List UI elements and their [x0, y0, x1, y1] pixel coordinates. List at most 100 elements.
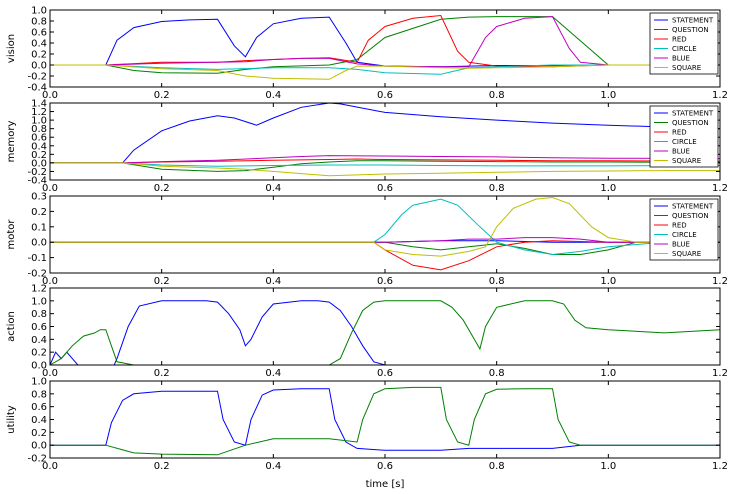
y-tick-label: 1.0: [31, 377, 47, 388]
y-axis-label: vision: [6, 34, 17, 63]
legend-entry-square: SQUARE: [672, 157, 701, 165]
y-tick-label: 1.2: [31, 107, 47, 118]
x-tick-label: 0.4: [265, 90, 281, 101]
legend-entry-red: RED: [672, 36, 687, 44]
y-axis-label: motor: [6, 219, 17, 250]
x-tick-label: 0.6: [377, 276, 393, 287]
y-tick-label: 0.6: [31, 28, 47, 39]
x-tick-label: 0.8: [489, 183, 505, 194]
y-tick-label: 0.2: [31, 50, 47, 61]
x-tick-label: 0.2: [154, 368, 170, 379]
x-tick-label: 0.8: [489, 461, 505, 472]
series-line-square: [50, 64, 720, 80]
y-tick-label: -0.2: [27, 269, 47, 280]
x-tick-label: 0.4: [265, 276, 281, 287]
series-line-statement: [50, 16, 720, 68]
series-line-trace-1: [49, 300, 721, 366]
y-tick-label: 0.4: [31, 141, 47, 152]
x-tick-label: 0.6: [377, 183, 393, 194]
y-axis-label: memory: [6, 121, 17, 163]
x-tick-label: 0.2: [154, 90, 170, 101]
y-tick-label: 1.4: [31, 99, 47, 110]
subplot-action: 0.0 0.2 0.4 0.6 0.8 1.0 1.21.21.00.80.60.40.20…: [6, 284, 728, 380]
legend-entry-question: QUESTION: [672, 119, 709, 127]
legend-entry-statement: STATEMENT: [672, 110, 714, 118]
series-line-blue: [50, 16, 720, 68]
x-axis-label: time [s]: [366, 479, 405, 490]
series-line-blue: [50, 155, 721, 164]
x-tick-label: 1.0: [600, 183, 616, 194]
y-axis-label: utility: [6, 405, 17, 434]
legend-entry-red: RED: [672, 222, 687, 230]
x-tick-label: 0.0: [42, 183, 58, 194]
y-tick-label: 0.2: [31, 207, 47, 218]
y-tick-label: 0.6: [31, 322, 47, 333]
y-tick-label: 0.0: [31, 441, 47, 452]
y-tick-label: 1.0: [31, 6, 47, 17]
y-tick-label: 0.2: [31, 150, 47, 161]
y-tick-label: 0.4: [31, 39, 47, 50]
legend-box: [649, 105, 719, 168]
y-tick-label: 0.8: [31, 17, 47, 28]
legend-entry-blue: BLUE: [672, 148, 690, 156]
y-tick-label: -0.2: [27, 454, 47, 465]
x-tick-label: 0.2: [154, 461, 170, 472]
y-tick-label: 0.4: [31, 415, 47, 426]
y-tick-label: 0.6: [31, 402, 47, 413]
x-tick-label: 0.0: [42, 90, 58, 101]
series-line-circle: [50, 162, 721, 167]
subplot-memory: 0.0 0.2 0.4 0.6 0.8 1.0 1.21.41.21.00.80.60.40…: [6, 99, 728, 195]
axes-frame: [49, 102, 721, 181]
legend-entry-square: SQUARE: [672, 250, 701, 258]
legend-entry-blue: BLUE: [672, 55, 690, 63]
series-line-trace-0: [49, 300, 720, 366]
x-tick-label: 1.2: [712, 276, 728, 287]
x-tick-label: 1.2: [712, 461, 728, 472]
series-line-square: [50, 162, 720, 177]
legend-entry-red: RED: [672, 129, 687, 137]
x-tick-label: 1.0: [600, 276, 616, 287]
x-tick-label: 0.4: [265, 368, 281, 379]
legend-entry-circle: CIRCLE: [672, 231, 697, 239]
legend-entry-statement: STATEMENT: [672, 17, 714, 25]
y-tick-label: 0.6: [31, 133, 47, 144]
series-line-square: [50, 196, 720, 257]
y-tick-label: 1.0: [31, 116, 47, 127]
legend-entry-question: QUESTION: [672, 26, 709, 34]
x-tick-label: 0.0: [42, 276, 58, 287]
y-tick-label: -0.2: [27, 167, 47, 178]
series-line-blue: [50, 237, 720, 243]
x-tick-label: 0.2: [154, 276, 170, 287]
legend-entry-square: SQUARE: [672, 64, 701, 72]
series-line-trace-0: [50, 388, 720, 451]
series-line-red: [50, 240, 720, 271]
y-tick-label: 0.0: [31, 361, 47, 372]
legend-entry-blue: BLUE: [672, 241, 690, 249]
y-tick-label: 1.2: [31, 284, 47, 295]
series-line-trace-1: [50, 386, 720, 456]
subplot-utility: 0.0 0.2 0.4 0.6 0.8 1.0 1.21.00.80.60.40.20.0-…: [6, 377, 728, 473]
axes-frame: [49, 287, 721, 366]
y-tick-label: 0.8: [31, 389, 47, 400]
x-tick-label: 0.8: [489, 90, 505, 101]
x-tick-label: 0.0: [42, 461, 58, 472]
subplots-group: 0.0 0.2 0.4 0.6 0.8 1.0 1.21.00.80.60.40.20.0-…: [6, 6, 728, 473]
legend-entry-statement: STATEMENT: [672, 203, 714, 211]
x-tick-label: 0.0: [42, 368, 58, 379]
y-tick-label: -0.2: [27, 72, 47, 83]
x-tick-label: 0.4: [265, 461, 281, 472]
x-tick-label: 0.4: [265, 183, 281, 194]
y-tick-label: 0.2: [31, 428, 47, 439]
series-line-statement: [50, 102, 721, 164]
y-tick-label: 0.8: [31, 309, 47, 320]
y-tick-label: 0.0: [31, 61, 47, 72]
x-tick-label: 0.6: [377, 90, 393, 101]
legend-entry-circle: CIRCLE: [672, 45, 697, 53]
series-line-question: [50, 16, 720, 74]
legend-box: [649, 198, 719, 261]
x-tick-label: 0.8: [489, 368, 505, 379]
